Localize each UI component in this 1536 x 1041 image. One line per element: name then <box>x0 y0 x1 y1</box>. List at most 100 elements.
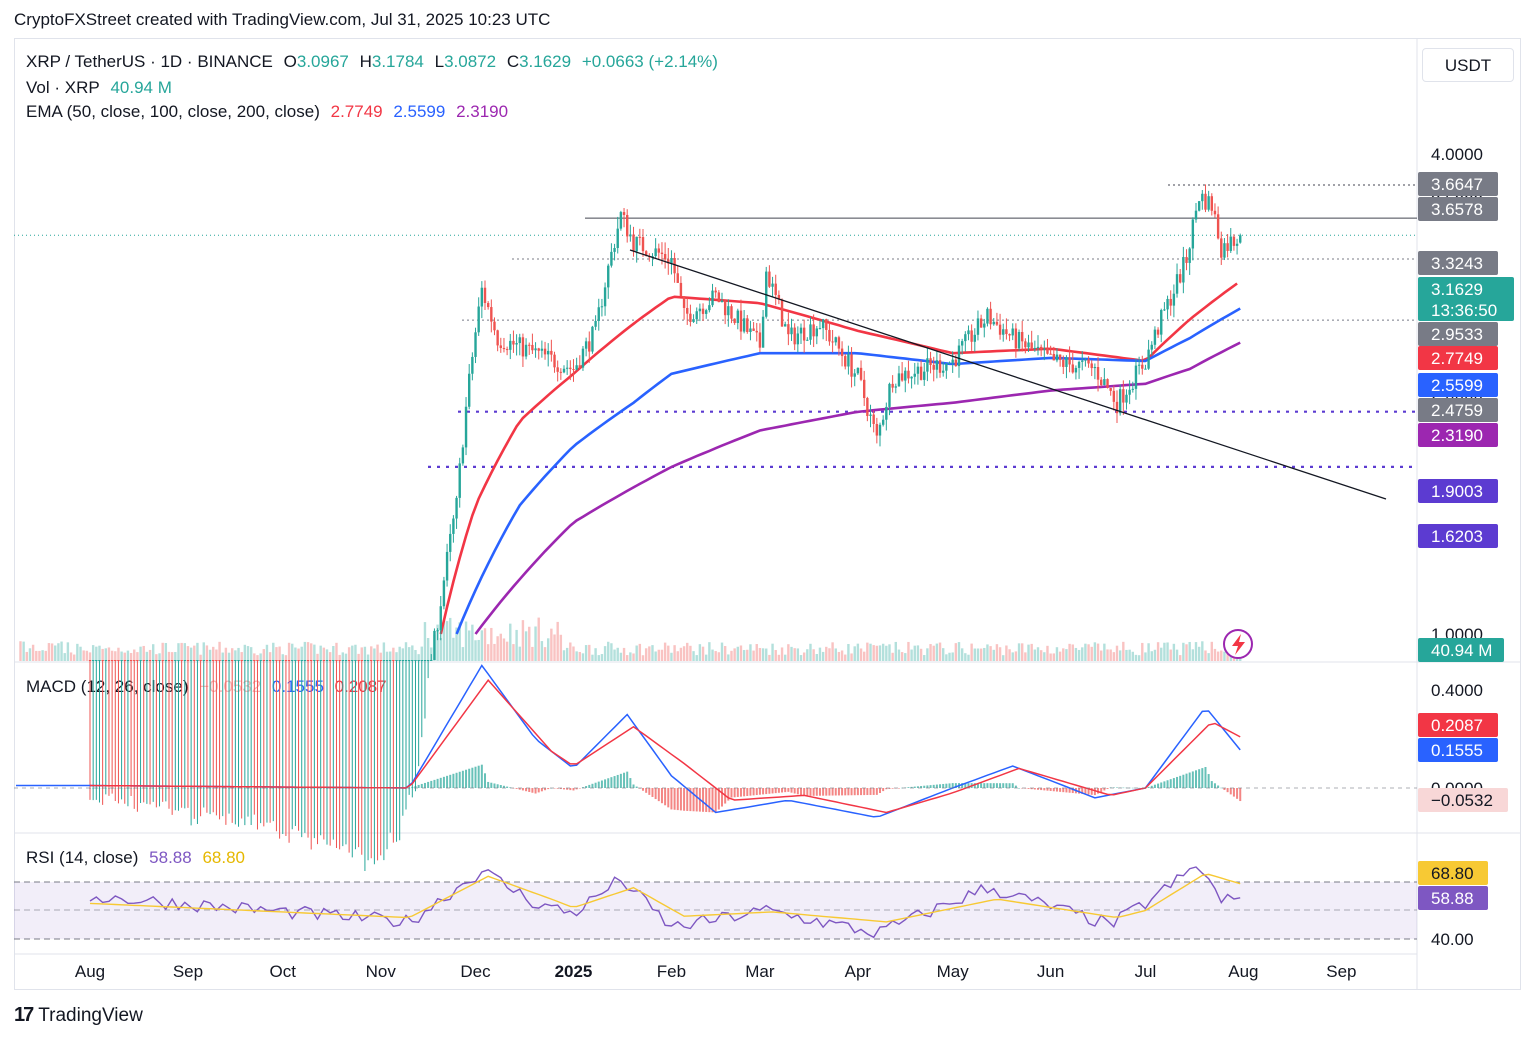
macd-hist-bar <box>1093 788 1096 796</box>
candle-body <box>581 348 585 368</box>
candle-body <box>512 340 515 345</box>
volume-bar <box>998 647 1002 661</box>
volume-bar <box>916 645 920 661</box>
candle-body <box>528 344 531 346</box>
macd-hist-bar <box>942 783 945 788</box>
volume-bar <box>1153 649 1157 661</box>
macd-label[interactable]: MACD (12, 26, close) <box>26 677 189 696</box>
candle-body <box>591 326 594 352</box>
candle-body <box>1134 365 1138 389</box>
volume-bar <box>578 651 581 661</box>
macd-hist-bar <box>563 788 565 790</box>
volume-bar <box>976 648 980 661</box>
ema-label[interactable]: EMA (50, close, 100, close, 200, close) <box>26 102 320 121</box>
macd-hist-bar <box>670 788 673 810</box>
candle-body <box>95 660 98 661</box>
volume-bar <box>19 641 22 661</box>
macd-hist-bar <box>1188 772 1191 788</box>
macd-hist-bar <box>544 788 547 791</box>
volume-bar <box>445 621 449 661</box>
candle-body <box>259 660 262 661</box>
price-label-bg <box>1418 197 1498 221</box>
symbol-label[interactable]: XRP / TetherUS · 1D · BINANCE <box>26 52 273 71</box>
volume-bar <box>1046 645 1049 661</box>
rsi-label[interactable]: RSI (14, close) <box>26 848 139 867</box>
macd-hist-bar <box>145 788 148 789</box>
candle-body <box>1062 359 1065 367</box>
volume-bar <box>771 643 774 661</box>
lightning-icon[interactable] <box>1223 629 1253 659</box>
candle-body <box>790 327 793 335</box>
candle-body <box>363 660 367 661</box>
macd-hist-bar <box>1204 767 1207 788</box>
macd-hist-bar <box>616 774 619 788</box>
candle-body <box>521 337 525 357</box>
macd-hist-bar <box>758 788 761 795</box>
candle-body <box>407 660 411 661</box>
volume-bar <box>622 647 626 661</box>
candle-body <box>632 234 635 252</box>
candle-body <box>588 341 591 352</box>
macd-hist-bar <box>1103 788 1106 791</box>
volume-bar <box>689 645 692 661</box>
macd-hist-bar <box>243 788 246 789</box>
volume-bar <box>698 644 702 661</box>
volume-bar <box>420 646 423 661</box>
macd-hist-bar <box>171 788 174 789</box>
volume-bar <box>123 652 126 661</box>
candle-body <box>986 308 989 324</box>
volume-bar <box>932 645 935 661</box>
candle-body <box>651 256 654 258</box>
volume-bar <box>673 645 676 661</box>
volume-bar <box>490 627 493 661</box>
candle-body <box>205 660 209 661</box>
volume-bar <box>897 649 901 661</box>
volume-bar <box>891 652 894 661</box>
candle-body <box>809 324 812 340</box>
volume-bar <box>395 652 398 661</box>
candle-body <box>942 370 945 373</box>
candle-body <box>347 660 351 661</box>
candle-body <box>256 660 259 661</box>
rsi-tick: 40.00 <box>1431 930 1474 949</box>
volume-bar <box>464 621 468 661</box>
rsi-label-bg <box>1418 861 1488 885</box>
volume-bar <box>496 636 499 661</box>
candle-body <box>717 292 721 303</box>
ema-legend: EMA (50, close, 100, close, 200, close) … <box>26 102 514 122</box>
candle-body <box>1055 354 1059 361</box>
candle-body <box>1125 394 1128 403</box>
volume-bar <box>1213 648 1217 661</box>
volume-bar <box>657 649 660 661</box>
footer-brand: 17 TradingView <box>14 1004 143 1027</box>
macd-hist-bar <box>180 788 183 789</box>
volume-bar <box>616 647 619 661</box>
volume-bar <box>129 652 133 661</box>
macd-hist-bar <box>300 788 303 789</box>
candle-body <box>379 660 382 661</box>
volume-bar <box>521 620 525 661</box>
candle-body <box>733 318 736 323</box>
volume-label: 40.94 M <box>1431 641 1492 660</box>
candle-body <box>565 367 569 369</box>
macd-hist-bar <box>1172 778 1175 788</box>
volume-bar <box>720 642 724 661</box>
candle-body <box>411 660 414 661</box>
candle-body <box>335 660 338 661</box>
macd-hist-bar <box>645 788 648 793</box>
horizontal-levels <box>14 184 1417 468</box>
macd-hist-bar <box>749 788 752 796</box>
volume-label[interactable]: Vol · XRP <box>26 78 100 97</box>
volume-bar <box>483 628 487 661</box>
candle-body <box>114 660 117 661</box>
time-tick: Dec <box>460 962 491 981</box>
volume-bar <box>528 626 531 661</box>
macd-hist-bar <box>1081 788 1084 794</box>
currency-button[interactable]: USDT <box>1422 48 1514 82</box>
volume-bar <box>1039 650 1043 661</box>
volume-bar <box>167 651 171 661</box>
price-label: 1.6203 <box>1431 527 1483 546</box>
rsi-ma-line <box>89 873 1241 923</box>
candle-body <box>139 660 142 661</box>
volume-bar <box>98 645 101 661</box>
